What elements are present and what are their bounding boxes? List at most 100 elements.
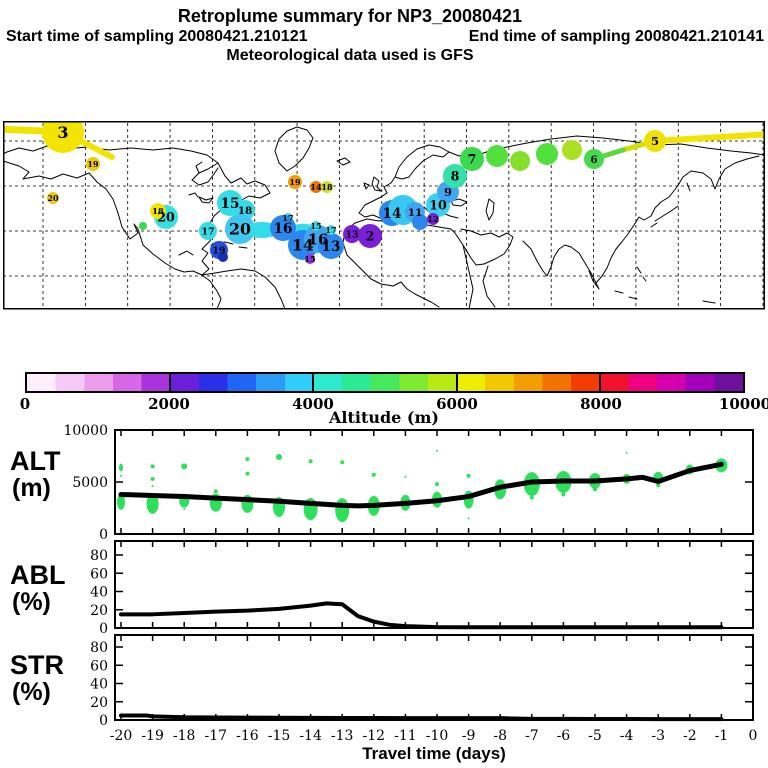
x-tick-label: -9	[462, 728, 476, 744]
x-tick-label: -8	[493, 728, 507, 744]
colorbar-tick-label: 10000	[718, 395, 768, 413]
altitude-colorbar	[25, 372, 745, 393]
coastline	[178, 250, 194, 256]
x-tick-label: -4	[620, 728, 634, 744]
alt-distribution-blob	[404, 475, 407, 478]
map-plume-blob	[412, 214, 428, 230]
map-plume-blob	[321, 181, 333, 193]
x-tick-label: -17	[205, 728, 228, 744]
x-tick-label: -14	[299, 728, 322, 744]
alt-distribution-blob	[371, 472, 376, 477]
map-day-label: 16	[308, 231, 328, 248]
y-tick-label: 5000	[72, 475, 108, 491]
map-plume-blob	[343, 225, 361, 243]
alt-distribution-blob	[276, 454, 282, 461]
map-plume-blob	[218, 252, 228, 262]
coastline	[363, 182, 370, 190]
colorbar-divider	[169, 374, 172, 391]
alt-panel-unit: (m)	[12, 474, 51, 502]
map-day-label: 17	[282, 213, 293, 223]
map-plume-blob	[326, 225, 336, 235]
alt-distribution-blob	[245, 471, 250, 476]
alt-distribution-blob	[467, 517, 470, 520]
alt-mean-curve	[118, 461, 724, 509]
map-day-label: 15	[310, 221, 321, 231]
coastline	[188, 192, 214, 204]
str-panel-frame	[114, 634, 754, 721]
alt-distribution-blob	[151, 485, 154, 488]
alt-distribution-blob	[146, 493, 159, 514]
abl-panel-label: ABL	[10, 560, 66, 590]
x-tick-label: -15	[268, 728, 291, 744]
map-plume-blob	[644, 130, 666, 152]
y-tick-label: 60	[90, 658, 108, 674]
alt-distribution-blob	[308, 459, 313, 464]
page-title: Retroplume summary for NP3_20080421	[177, 6, 523, 26]
y-tick-label: 10000	[63, 424, 108, 439]
map-plume-blob	[270, 215, 296, 241]
x-tick-label: -3	[651, 728, 665, 744]
map-day-label: 18	[238, 205, 253, 217]
start-time-text: Start time of sampling 20080421.210121	[6, 28, 308, 45]
colorbar-tick-label: 0	[19, 395, 31, 413]
x-tick-label: -5	[588, 728, 602, 744]
alt-distribution-blob	[340, 460, 345, 465]
map-plume-blob	[150, 203, 166, 219]
map-plume-blob	[460, 147, 484, 171]
map-plume-blob	[311, 221, 321, 231]
x-tick-label: -1	[715, 728, 729, 744]
coastline	[201, 268, 286, 310]
colorbar-divider	[312, 374, 315, 391]
x-tick-label: -2	[683, 728, 697, 744]
x-tick-label: -11	[394, 728, 417, 744]
map-plume-blob	[47, 192, 59, 204]
colorbar-divider	[598, 374, 601, 391]
map-day-label: 15	[304, 254, 315, 264]
map-day-label: 11	[408, 207, 423, 219]
alt-distribution-blob	[529, 495, 534, 500]
coastline	[686, 182, 691, 192]
map-plume-blob	[86, 157, 100, 171]
alt-distribution-blob	[335, 498, 350, 523]
str-panel-label: STR	[10, 650, 64, 680]
map-day-label: 3	[57, 123, 68, 142]
y-tick-label: 0	[99, 621, 108, 637]
coastline	[650, 205, 679, 228]
map-plume-blob	[305, 254, 315, 264]
map-frame	[3, 121, 765, 310]
colorbar-divider	[455, 374, 458, 391]
trajectory-line	[652, 131, 765, 144]
map-day-label: 18	[321, 182, 333, 192]
y-tick-label: 20	[90, 603, 108, 619]
map-plume-blob	[536, 143, 558, 165]
map-day-label: 2	[366, 229, 375, 244]
alt-distribution-blob	[117, 493, 125, 510]
map-plume-blob	[310, 181, 322, 193]
alt-distribution-blob	[593, 487, 597, 492]
str-panel-unit: (%)	[12, 678, 51, 706]
map-day-label: 15	[221, 196, 240, 212]
alt-distribution-blob	[277, 512, 281, 517]
map-day-label: 17	[325, 225, 336, 235]
y-tick-label: 0	[99, 527, 108, 543]
alt-distribution-blob	[436, 449, 438, 452]
coastline	[336, 157, 351, 166]
coastline	[191, 162, 219, 186]
x-tick-label: -18	[173, 728, 196, 744]
coastline	[522, 240, 572, 277]
coastline	[485, 198, 495, 221]
x-tick-label: -20	[110, 728, 133, 744]
map-plume-blob	[427, 213, 439, 225]
map-day-label: 14	[292, 236, 314, 255]
map-day-label: 14	[383, 206, 402, 222]
map-day-label: 18	[152, 206, 164, 216]
x-tick-label: 0	[749, 728, 758, 744]
y-tick-label: 80	[90, 548, 108, 564]
coastline	[462, 244, 474, 310]
x-tick-label: -6	[557, 728, 571, 744]
y-tick-label: 0	[99, 713, 108, 729]
coastline	[690, 155, 760, 190]
y-tick-label: 20	[90, 695, 108, 711]
